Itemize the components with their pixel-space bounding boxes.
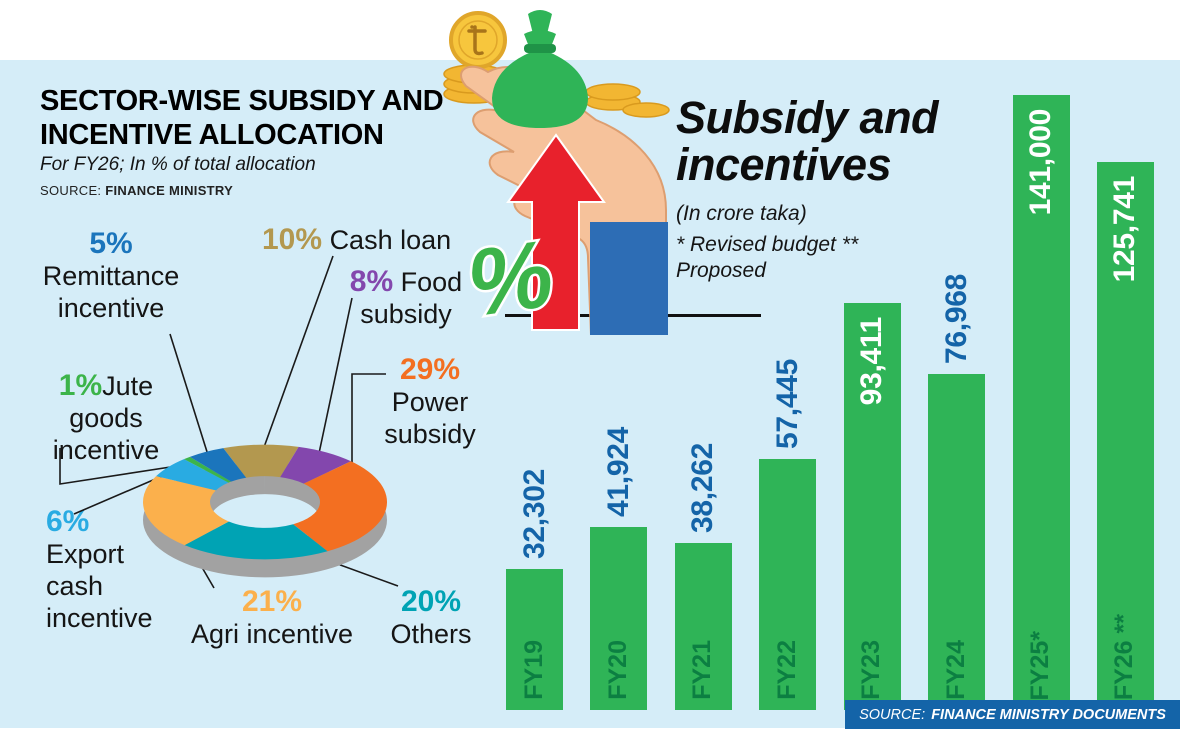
donut-label-others: 20% Others (384, 584, 478, 651)
bar-category-label: FY25* (1026, 630, 1055, 700)
donut-title-line2: INCENTIVE ALLOCATION (40, 119, 384, 152)
remittance-percent: 5% (89, 227, 133, 260)
donut-segment-food-subsidy (280, 446, 351, 484)
bar-value-label: 41,924 (601, 427, 635, 517)
food-percent: 8% (349, 265, 394, 298)
remittance-text-1: Remittance (42, 261, 180, 292)
donut-segment-jute-goods-incentive (184, 456, 232, 483)
donut-label-export-cash: 6% Export cash incentive (46, 504, 153, 635)
cash-loan-text: Cash loan (329, 225, 452, 255)
food-text-1: Food (400, 267, 463, 297)
donut-label-agri-incentive: 21% Agri incentive (176, 584, 368, 651)
bar-chart: 32,302 FY19 41,924 FY20 38,262 FY21 57,445 FY22… (506, 95, 1154, 710)
agri-percent: 21% (241, 585, 303, 618)
bar-value-label: 93,411 (855, 317, 889, 406)
bar (506, 569, 563, 710)
export-text-1: Export (46, 539, 125, 570)
bar-column-FY25: 141,000 FY25* (1012, 95, 1070, 710)
export-text-3: incentive (46, 603, 153, 634)
bar-value-label: 57,445 (770, 359, 804, 449)
source-label: SOURCE: (40, 183, 102, 198)
bar-column-FY22: 57,445 FY22 (759, 95, 817, 710)
bar-category-label: FY21 (688, 640, 717, 700)
bar (1012, 95, 1070, 710)
agri-text: Agri incentive (190, 619, 354, 650)
source-value: FINANCE MINISTRY DOCUMENTS (931, 706, 1166, 723)
bar-column-FY24: 76,968 FY24 (928, 95, 986, 710)
power-percent: 29% (399, 353, 461, 386)
bar (843, 303, 901, 710)
jute-percent-line: 1%Jute (58, 369, 154, 402)
others-percent: 20% (400, 585, 462, 618)
bar-value-label: 141,000 (1024, 109, 1058, 216)
percent-sign-icon: % (461, 221, 559, 335)
export-text-2: cash (46, 571, 104, 602)
donut-segment-power-subsidy (293, 461, 388, 552)
bar-value-label: 76,968 (939, 274, 973, 364)
power-text-2: subsidy (384, 419, 476, 450)
bar-category-label: FY26 ** (1110, 613, 1139, 700)
bar-column-FY23: 93,411 FY23 (843, 95, 901, 710)
others-text: Others (390, 619, 472, 650)
donut-label-power-subsidy: 29% Power subsidy (376, 352, 484, 451)
bar (590, 527, 648, 710)
jute-percent: 1% (58, 369, 103, 402)
donut-title-line1: SECTOR-WISE SUBSIDY AND (40, 85, 444, 117)
bar-category-label: FY20 (603, 640, 632, 700)
bar (674, 543, 732, 710)
jute-text-2: goods (69, 403, 143, 434)
bar-column-FY26: 125,741 FY26 ** (1096, 95, 1154, 710)
source-label: SOURCE: (859, 706, 926, 723)
donut-source: SOURCE: FINANCE MINISTRY (40, 183, 233, 198)
bar-category-label: FY22 (772, 640, 801, 700)
donut-label-remittance: 5% Remittance incentive (36, 226, 186, 325)
donut-chart-title: SECTOR-WISE SUBSIDY AND INCENTIVE ALLOCA… (40, 84, 444, 152)
bar-value-label: 38,262 (686, 443, 720, 533)
bar-chart-title: Subsidy and incentives (676, 92, 939, 191)
source-value: FINANCE MINISTRY (105, 183, 234, 198)
bar (928, 374, 986, 710)
donut-chart-subtitle: For FY26; In % of total allocation (40, 154, 316, 175)
remittance-text-2: incentive (57, 293, 165, 324)
taka-coin-icon (449, 11, 507, 69)
donut-segment-cash-loan (223, 444, 299, 478)
up-arrow-icon (506, 133, 606, 331)
bar-chart-footnote: * Revised budget ** Proposed (676, 233, 859, 283)
donut-label-cash-loan: 10% Cash loan (262, 222, 451, 257)
bar (1096, 162, 1154, 710)
food-text-2: subsidy (360, 299, 452, 330)
bar-category-label: FY23 (857, 640, 886, 700)
sleeve-icon (590, 222, 668, 335)
donut-segment-agri-incentive (142, 476, 229, 546)
bar (759, 459, 817, 710)
jute-text-1: Jute (102, 371, 154, 401)
bar-category-label: FY24 (941, 640, 970, 700)
bar-column-FY19: 32,302 FY19 (506, 95, 563, 710)
bar-category-label: FY19 (519, 640, 548, 700)
cash-loan-percent: 10% (262, 223, 323, 256)
donut-chart (142, 444, 388, 578)
money-bag-icon (492, 10, 588, 128)
donut-label-food-subsidy: 8% Food subsidy (344, 264, 468, 331)
bar-chart-unit-note: (In crore taka) (676, 202, 807, 225)
money-hand-illustration: % (443, 10, 670, 335)
bar-chart-source: SOURCE: FINANCE MINISTRY DOCUMENTS (845, 700, 1180, 729)
food-percent-line: 8% Food (349, 265, 463, 298)
bar-value-label: 32,302 (517, 469, 551, 559)
bar-column-FY21: 38,262 FY21 (674, 95, 732, 710)
power-text-1: Power (391, 387, 469, 418)
bar-value-label: 125,741 (1108, 176, 1142, 283)
bar-column-FY20: 41,924 FY20 (590, 95, 648, 710)
donut-segment-export-cash-incentive (156, 459, 229, 491)
donut-segment-others (184, 521, 328, 560)
taka-symbol-icon (467, 25, 487, 56)
donut-segment-remittance-incentive (189, 448, 247, 482)
coin-stack-right-icon (585, 83, 670, 118)
